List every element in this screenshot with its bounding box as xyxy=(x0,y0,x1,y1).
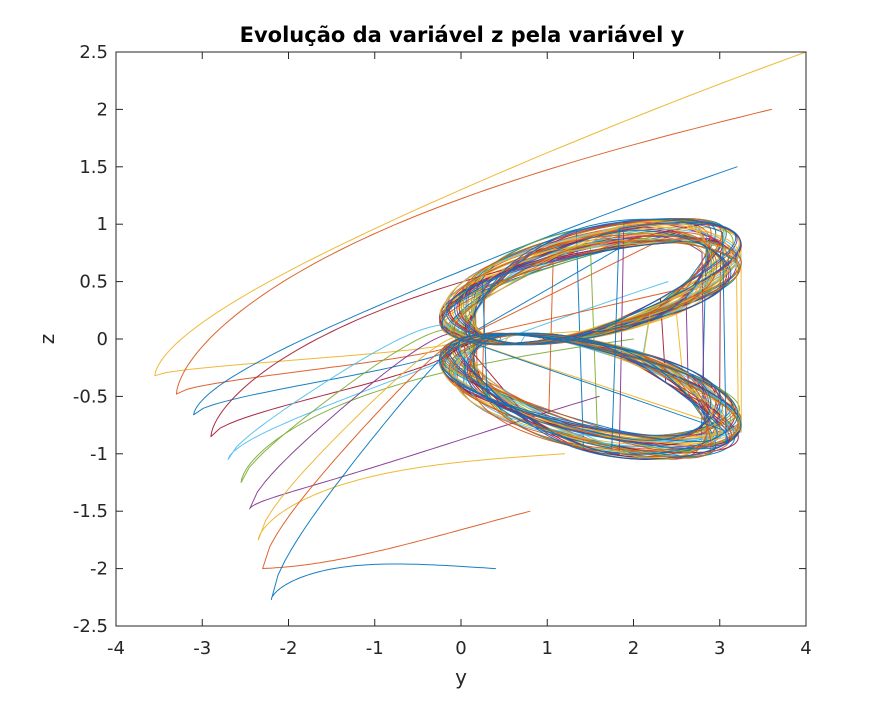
x-tick-label: 3 xyxy=(714,638,725,659)
x-tick-label: 4 xyxy=(800,638,811,659)
y-tick-label: -2.5 xyxy=(73,616,108,637)
chart-title: Evolução da variável z pela variável y xyxy=(240,23,685,47)
y-tick-label: 0.5 xyxy=(79,272,108,293)
series-line xyxy=(262,218,742,570)
y-tick-label: 2 xyxy=(97,99,108,120)
y-axis: -2.5 -2 -1.5 -1 -0.5 0 0.5 1 1.5 2 2.5 xyxy=(73,42,806,637)
y-tick-label: -2 xyxy=(90,559,108,580)
y-tick-label: 1.5 xyxy=(79,157,108,178)
y-tick-label: -1 xyxy=(90,444,108,465)
y-tick-label: -1.5 xyxy=(73,501,108,522)
x-tick-label: 0 xyxy=(455,638,466,659)
x-tick-label: 1 xyxy=(542,638,553,659)
x-tick-label: -3 xyxy=(193,638,211,659)
x-tick-label: 2 xyxy=(628,638,639,659)
y-tick-label: -0.5 xyxy=(73,386,108,407)
x-axis-label: y xyxy=(455,665,467,689)
x-tick-label: -2 xyxy=(280,638,298,659)
x-tick-label: -1 xyxy=(366,638,384,659)
series-line xyxy=(270,218,742,601)
x-axis: -4 -3 -2 -1 0 1 2 3 4 xyxy=(107,52,812,659)
y-axis-label: z xyxy=(35,334,59,345)
x-tick-label: -4 xyxy=(107,638,125,659)
plot-area xyxy=(154,51,807,601)
y-tick-label: 2.5 xyxy=(79,42,108,63)
y-tick-label: 0 xyxy=(97,329,108,350)
y-tick-label: 1 xyxy=(97,214,108,235)
